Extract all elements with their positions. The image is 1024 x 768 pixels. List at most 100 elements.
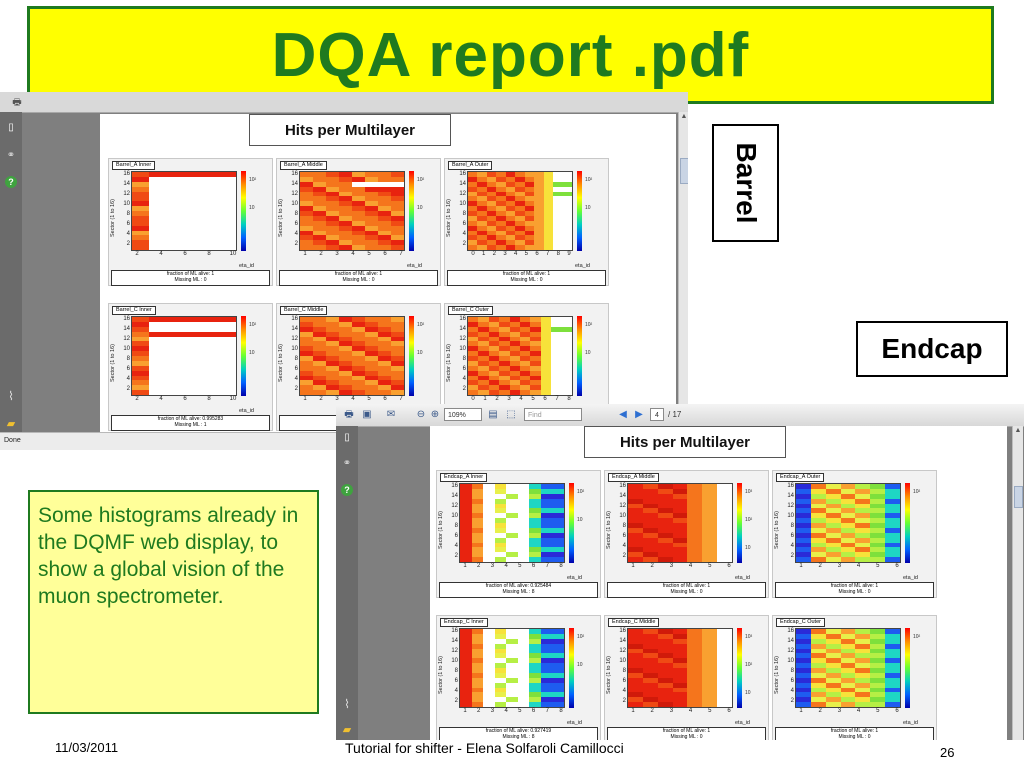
heatmap-cell [471, 484, 484, 490]
heatmap-cell [540, 390, 552, 396]
heatmap-cell [365, 336, 379, 342]
heatmap-cell [506, 493, 519, 499]
heatmap-cell [687, 557, 703, 563]
heatmap-cell [657, 484, 673, 490]
x-axis-label: eta_id [575, 263, 590, 269]
heatmap-cell [552, 677, 565, 683]
heatmap-cell [687, 532, 703, 538]
zoom-out-icon[interactable]: ⊖ [416, 409, 426, 420]
heatmap-cell [494, 643, 507, 649]
heatmap-cell [486, 181, 497, 187]
y-tick-label: 4 [454, 543, 458, 549]
previous-page-icon[interactable]: ◀ [619, 409, 627, 420]
vertical-scrollbar[interactable]: ▲ [1012, 426, 1023, 740]
save-icon[interactable]: ▣ [362, 409, 372, 420]
heatmap-cell [132, 245, 150, 251]
email-icon[interactable]: ✉ [386, 409, 396, 420]
scroll-up-arrow[interactable]: ▲ [680, 113, 688, 120]
endcap-c-outer-histogram: Endcap_C Outer Sector (1 to 16) 16 14 12 10 8 6… [772, 615, 937, 740]
heatmap-plot [627, 483, 733, 563]
y-tick-label: 4 [126, 376, 130, 382]
fit-width-icon[interactable]: ⬚ [506, 409, 516, 420]
print-icon[interactable]: 🖶 [12, 97, 22, 108]
heatmap-cell [642, 643, 658, 649]
heatmap-cell [543, 206, 554, 212]
y-tick-label: 6 [454, 678, 458, 684]
heatmap-cell [391, 341, 405, 347]
histogram-title: Endcap_C Outer [776, 618, 825, 627]
heatmap-cell [494, 668, 507, 674]
fit-page-icon[interactable]: ▤ [488, 409, 498, 420]
heatmap-cell [870, 547, 886, 553]
heatmap-cell [672, 557, 688, 563]
x-tick-label: 10 [229, 251, 237, 257]
heatmap-cell [717, 488, 733, 495]
heatmap-cell [687, 663, 703, 669]
heatmap-cell [642, 552, 658, 558]
scroll-thumb[interactable] [1014, 486, 1023, 508]
heatmap-cell [499, 365, 510, 371]
x-tick-label: 1 [799, 563, 803, 569]
y-tick-label: 2 [462, 241, 466, 247]
heatmap-cell [468, 360, 479, 367]
print-icon[interactable]: 🖶 [344, 409, 354, 420]
heatmap-cell [552, 503, 565, 509]
y-tick-label: 10 [787, 658, 794, 664]
heatmap-cell [553, 181, 563, 187]
paperclip-icon[interactable]: ⌇ [344, 697, 350, 711]
heatmap-cell [218, 341, 237, 347]
color-scale-label: 10 [417, 350, 423, 356]
heatmap-cell [810, 643, 826, 649]
heatmap-cell [339, 370, 353, 376]
paperclip-icon[interactable]: ⌇ [8, 389, 14, 403]
find-input[interactable]: Find [524, 408, 582, 421]
heatmap-cell [885, 629, 901, 635]
color-scale-label: 10² [745, 517, 753, 523]
heatmap-cell [468, 220, 478, 226]
help-icon[interactable]: ? [341, 484, 353, 496]
comment-icon[interactable]: ▰ [342, 724, 352, 736]
y-tick-label: 8 [294, 211, 298, 217]
y-tick-label: 4 [454, 688, 458, 694]
help-icon[interactable]: ? [5, 176, 17, 188]
zoom-select[interactable]: 109% [444, 408, 482, 421]
scroll-up-arrow[interactable]: ▲ [1014, 427, 1022, 434]
binoculars-icon[interactable]: ⚭ [6, 150, 16, 161]
heatmap-cell [540, 321, 552, 328]
binoculars-icon[interactable]: ⚭ [342, 458, 352, 469]
heatmap-cell [478, 375, 490, 381]
heatmap-cell [540, 527, 553, 534]
heatmap-cell [166, 225, 185, 231]
heatmap-cell [365, 317, 379, 323]
x-tick-label: 8 [559, 708, 563, 714]
vertical-scrollbar[interactable]: ▲ [678, 112, 688, 432]
heatmap-cell [552, 488, 565, 495]
heatmap-cell [840, 668, 856, 674]
y-tick-label: 12 [291, 336, 298, 342]
heatmap-cell [339, 240, 353, 246]
heatmap-cell [378, 356, 392, 362]
heatmap-cell [483, 484, 495, 490]
pdf-page: Hits per Multilayer Endcap_A Inner Sector… [430, 426, 1007, 740]
heatmap-cell [810, 498, 826, 504]
heatmap-cell [552, 672, 565, 679]
page-number-input[interactable]: 4 [650, 408, 664, 421]
heatmap-cell [561, 346, 573, 352]
next-page-icon[interactable]: ▶ [635, 409, 643, 420]
heatmap-cell [517, 648, 530, 654]
page-icon[interactable]: ▯ [344, 432, 350, 443]
heatmap-cell [530, 351, 542, 357]
heatmap-cell [717, 493, 733, 499]
heatmap-cell [486, 196, 497, 202]
scroll-thumb[interactable] [680, 158, 688, 184]
heatmap-cell [657, 527, 673, 534]
comment-icon[interactable]: ▰ [6, 418, 16, 430]
zoom-in-icon[interactable]: ⊕ [430, 409, 440, 420]
heatmap-cell [460, 493, 472, 499]
heatmap-cell [840, 542, 856, 548]
heatmap-cell [840, 687, 856, 693]
page-icon[interactable]: ▯ [8, 122, 14, 133]
heatmap-cell [132, 230, 150, 236]
heatmap-cell [553, 196, 563, 202]
heatmap-cell [825, 682, 841, 688]
